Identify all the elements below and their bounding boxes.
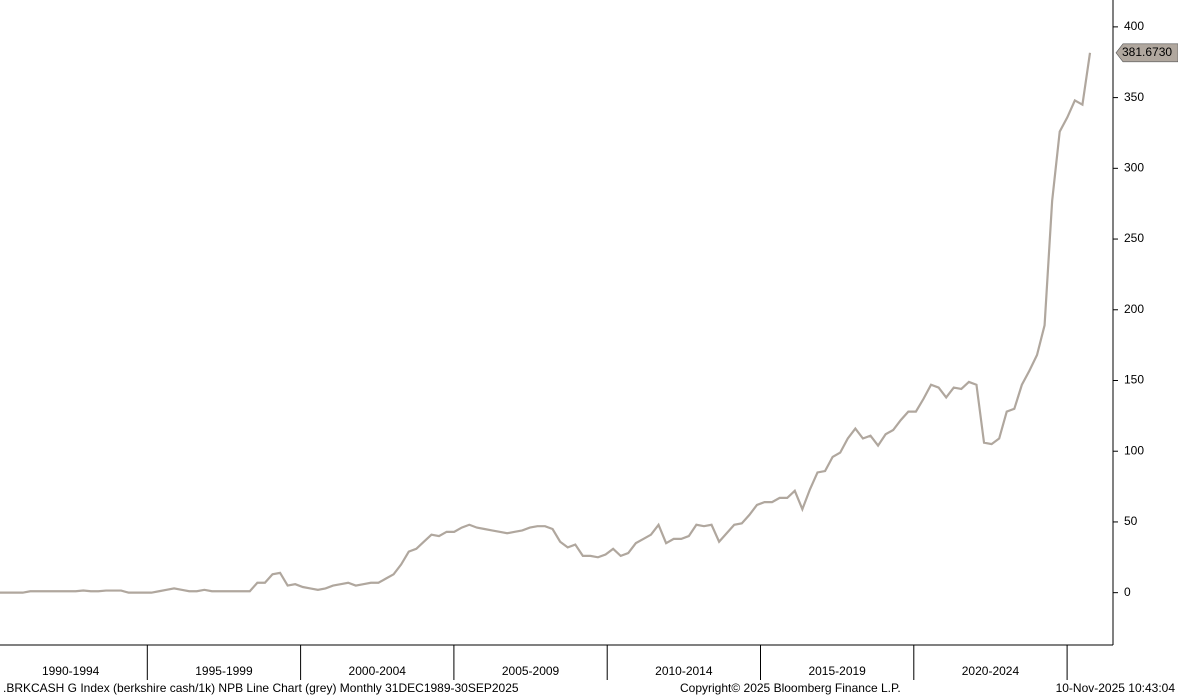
footer-description: .BRKCASH G Index (berkshire cash/1k) NPB… bbox=[3, 681, 519, 695]
y-tick-label: 350 bbox=[1124, 90, 1144, 104]
footer-copyright: Copyright© 2025 Bloomberg Finance L.P. bbox=[680, 681, 901, 695]
y-tick-label: 50 bbox=[1124, 514, 1138, 528]
y-tick-label: 100 bbox=[1124, 443, 1144, 457]
y-tick-label: 400 bbox=[1124, 19, 1144, 33]
y-tick-label: 150 bbox=[1124, 373, 1144, 387]
period-label: 2015-2019 bbox=[808, 664, 866, 678]
period-label: 1995-1999 bbox=[195, 664, 253, 678]
period-label: 2010-2014 bbox=[655, 664, 713, 678]
y-tick-label: 250 bbox=[1124, 231, 1144, 245]
y-tick-label: 200 bbox=[1124, 302, 1144, 316]
period-label: 1990-1994 bbox=[42, 664, 100, 678]
last-value-label: 381.6730 bbox=[1122, 45, 1172, 59]
data-line bbox=[0, 52, 1092, 594]
y-tick-label: 0 bbox=[1124, 585, 1131, 599]
last-value-callout bbox=[1115, 43, 1178, 63]
period-label: 2000-2004 bbox=[349, 664, 407, 678]
footer-timestamp: 10-Nov-2025 10:43:04 bbox=[1056, 681, 1176, 695]
period-label: 2020-2024 bbox=[962, 664, 1020, 678]
period-label: 2005-2009 bbox=[502, 664, 560, 678]
y-tick-label: 300 bbox=[1124, 160, 1144, 174]
